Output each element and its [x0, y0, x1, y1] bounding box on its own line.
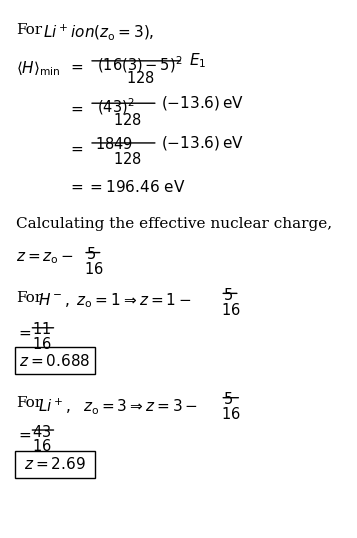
Text: $z=0.688$: $z=0.688$ — [19, 352, 91, 369]
Text: $16$: $16$ — [84, 261, 104, 277]
Text: $16$: $16$ — [32, 336, 52, 352]
Text: $E_1$: $E_1$ — [189, 52, 206, 70]
Text: $16$: $16$ — [221, 302, 241, 318]
Text: $1849$: $1849$ — [95, 136, 133, 152]
Text: $z = z_\mathrm{o} -$: $z = z_\mathrm{o} -$ — [16, 251, 74, 266]
Text: For: For — [16, 395, 42, 409]
Text: $5$: $5$ — [223, 287, 233, 303]
Text: $=$: $=$ — [16, 325, 32, 339]
Text: For: For — [16, 23, 42, 37]
Text: $16$: $16$ — [221, 406, 241, 422]
Text: $(-13.6)\,\mathrm{eV}$: $(-13.6)\,\mathrm{eV}$ — [161, 134, 243, 152]
Text: $=$: $=$ — [16, 428, 32, 442]
Text: $128$: $128$ — [126, 70, 155, 86]
Text: $=$: $=$ — [68, 60, 84, 74]
Text: $(-13.6)\,\mathrm{eV}$: $(-13.6)\,\mathrm{eV}$ — [161, 94, 243, 112]
FancyBboxPatch shape — [15, 451, 95, 478]
Text: Calculating the effective nuclear charge,: Calculating the effective nuclear charge… — [16, 217, 332, 231]
Text: $16$: $16$ — [32, 438, 52, 455]
Text: $= =196.46\ \mathrm{eV}$: $= =196.46\ \mathrm{eV}$ — [68, 179, 186, 195]
Text: $=$: $=$ — [68, 142, 84, 156]
Text: $128$: $128$ — [113, 112, 142, 128]
Text: $43$: $43$ — [32, 423, 52, 440]
Text: $\langle H\rangle_{\min}$: $\langle H\rangle_{\min}$ — [16, 60, 61, 79]
Text: $z=2.69$: $z=2.69$ — [24, 456, 86, 472]
Text: $(43)^2$: $(43)^2$ — [97, 96, 134, 117]
FancyBboxPatch shape — [15, 347, 95, 374]
Text: $5$: $5$ — [223, 391, 233, 407]
Text: $H^-,\ z_\mathrm{o}=1\Rightarrow z=1-$: $H^-,\ z_\mathrm{o}=1\Rightarrow z=1-$ — [39, 291, 192, 310]
Text: $5$: $5$ — [86, 246, 96, 262]
Text: $Li^+,\ \ z_\mathrm{o}=3\Rightarrow z=3-$: $Li^+,\ \ z_\mathrm{o}=3\Rightarrow z=3-… — [39, 395, 198, 415]
Text: $Li^+ion(z_\mathrm{o}=3),$: $Li^+ion(z_\mathrm{o}=3),$ — [43, 23, 154, 43]
Text: $128$: $128$ — [113, 151, 142, 167]
Text: For: For — [16, 291, 42, 305]
Text: $\left(16(3)-5\right)^2$: $\left(16(3)-5\right)^2$ — [97, 54, 182, 75]
Text: $11$: $11$ — [32, 321, 52, 337]
Text: $=$: $=$ — [68, 102, 84, 116]
